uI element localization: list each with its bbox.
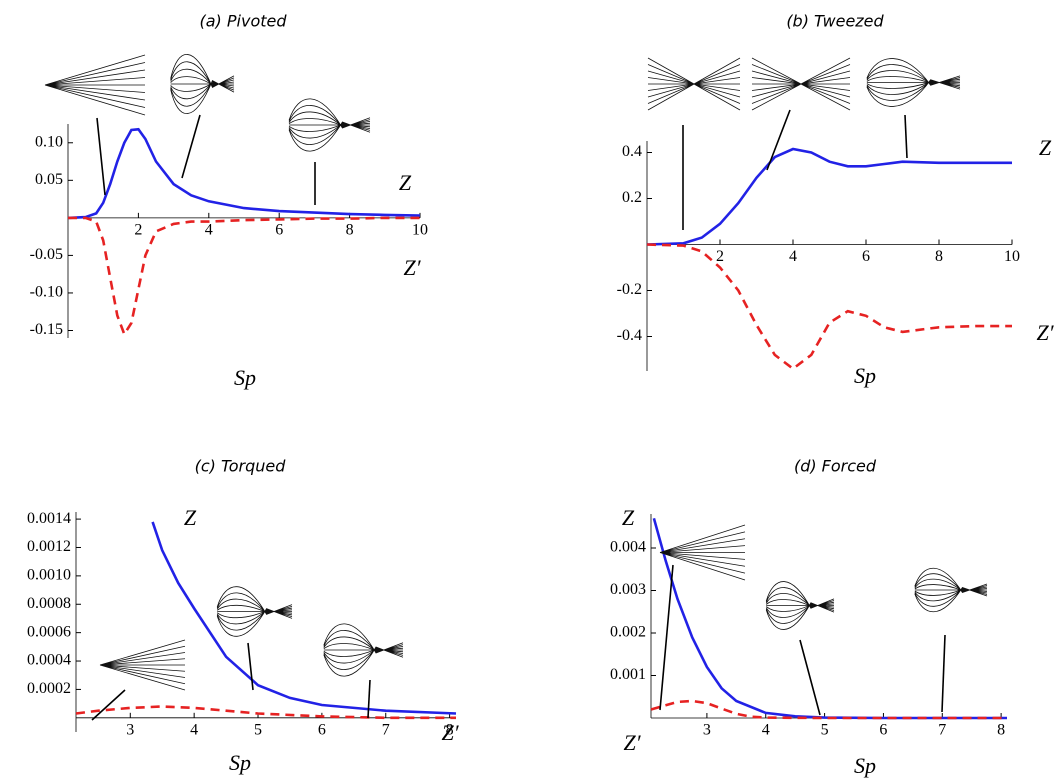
x-tick-label: 6 (879, 722, 887, 739)
x-tick-label: 4 (789, 248, 797, 265)
x-tick-label: 6 (862, 248, 870, 265)
x-axis-label: Sp (854, 753, 876, 778)
inset-sketch (324, 624, 403, 676)
callout-line (248, 643, 253, 690)
panel-title: (c) Torqued (195, 457, 287, 476)
y-tick-label: 0.002 (610, 624, 646, 641)
inset-sketch (45, 55, 145, 115)
inset-sketch (648, 58, 740, 110)
x-tick-label: 2 (716, 248, 724, 265)
series-label: Z′ (441, 720, 459, 745)
x-tick-label: 8 (935, 248, 943, 265)
y-tick-label: -0.15 (30, 321, 63, 338)
y-tick-label: 0.4 (622, 143, 642, 160)
x-axis-label: Sp (854, 363, 876, 388)
x-axis-label: Sp (234, 365, 256, 390)
series-line (153, 522, 456, 714)
x-tick-label: 7 (382, 721, 390, 738)
panel-title: (a) Pivoted (200, 12, 288, 31)
y-tick-label: 0.05 (35, 171, 63, 188)
inset-sketch (915, 568, 987, 612)
y-tick-label: 0.0008 (27, 595, 71, 612)
inset-sketch (289, 99, 370, 151)
x-tick-label: 8 (346, 222, 354, 239)
series-label: Z (184, 505, 197, 530)
y-tick-label: 0.0012 (27, 538, 71, 555)
series-label: Z′ (403, 255, 421, 280)
series-line (651, 701, 1007, 718)
x-tick-label: 4 (762, 722, 770, 739)
inset-sketch (752, 58, 850, 110)
y-tick-label: 0.0014 (27, 510, 71, 527)
inset-sketch (171, 54, 234, 113)
x-tick-label: 10 (1004, 248, 1020, 265)
y-tick-label: -0.10 (30, 284, 63, 301)
y-tick-label: 0.2 (622, 189, 642, 206)
x-tick-label: 6 (318, 721, 326, 738)
y-tick-label: 0.0002 (27, 680, 71, 697)
callout-line (182, 115, 200, 178)
callout-line (92, 690, 125, 720)
y-tick-label: 0.001 (610, 666, 646, 683)
y-tick-label: 0.10 (35, 133, 63, 150)
panel-title: (b) Tweezed (786, 12, 884, 31)
series-label: Z (622, 505, 635, 530)
callout-line (942, 635, 945, 712)
x-tick-label: 5 (821, 722, 829, 739)
y-tick-label: -0.05 (30, 246, 63, 263)
y-tick-label: 0.003 (610, 581, 646, 598)
callout-line (905, 115, 907, 158)
y-tick-label: 0.0004 (27, 652, 71, 669)
inset-sketch (867, 59, 960, 107)
figure: (a) Pivoted 2 4 6 8 10 -0.15 -0.10 -0.05 0.05 0.10… (0, 0, 1060, 783)
series-line (68, 218, 420, 334)
y-tick-label: 0.0010 (27, 567, 71, 584)
x-tick-label: 8 (997, 722, 1005, 739)
x-axis-label: Sp (229, 750, 251, 775)
panel-title: (d) Forced (794, 457, 877, 476)
x-tick-label: 4 (205, 222, 213, 239)
inset-sketch (100, 640, 185, 690)
series-line (654, 518, 1007, 718)
series-label: Z′ (1036, 320, 1054, 345)
callout-line (368, 680, 370, 718)
series-label: Z (399, 170, 412, 195)
y-tick-label: 0.0006 (27, 623, 71, 640)
x-tick-label: 3 (126, 721, 134, 738)
x-tick-label: 10 (412, 222, 428, 239)
y-tick-label: -0.4 (617, 327, 642, 344)
x-tick-label: 2 (134, 222, 142, 239)
series-line (647, 149, 1012, 245)
callout-line (97, 118, 105, 195)
series-line (647, 245, 1012, 369)
callout-line (767, 110, 790, 170)
series-label: Z′ (623, 730, 641, 755)
series-line (68, 129, 420, 218)
inset-sketch (217, 587, 292, 637)
callout-line (660, 565, 673, 710)
x-tick-label: 6 (275, 222, 283, 239)
x-tick-label: 4 (190, 721, 198, 738)
series-label: Z (1039, 135, 1052, 160)
callout-line (800, 640, 820, 715)
inset-sketch (766, 582, 834, 630)
x-tick-label: 7 (938, 722, 946, 739)
x-tick-label: 5 (254, 721, 262, 738)
y-tick-label: 0.004 (610, 539, 646, 556)
y-tick-label: -0.2 (617, 281, 642, 298)
x-tick-label: 3 (703, 722, 711, 739)
